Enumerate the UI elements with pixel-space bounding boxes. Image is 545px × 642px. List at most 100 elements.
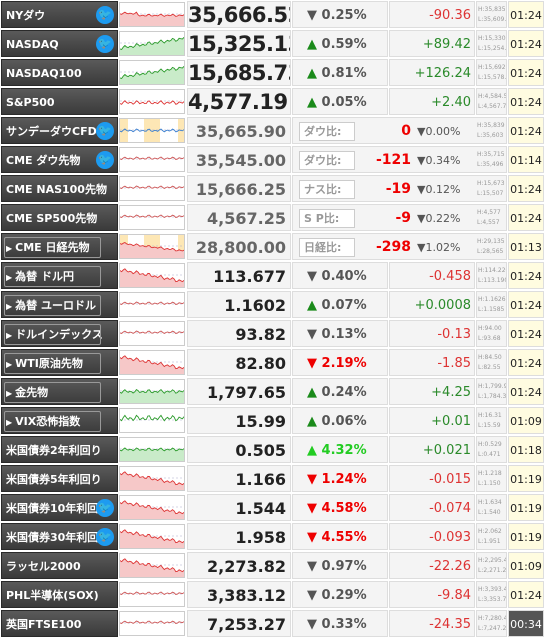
sparkline-chart[interactable] xyxy=(119,495,185,520)
table-row[interactable]: CME SP500先物 4,567.25 S P比: -9 ▼0.22% H:4,577 L… xyxy=(1,204,544,231)
arrow-down-icon: ▼ xyxy=(307,356,317,371)
row-name[interactable]: NYダウ 🐦 xyxy=(1,1,118,28)
table-row[interactable]: NYダウ🐦35,666.52▼ 0.25%-90.36H:35,835.43L:… xyxy=(1,1,544,28)
sparkline-chart[interactable] xyxy=(119,466,185,491)
sparkline-chart[interactable] xyxy=(119,292,185,317)
row-name[interactable]: 米国債券30年利回り 🐦 xyxy=(1,523,118,550)
row-name[interactable]: ▶ 為替 ユーロドル xyxy=(1,291,118,318)
twitter-icon[interactable]: 🐦 xyxy=(96,6,114,24)
twitter-icon[interactable]: 🐦 xyxy=(96,151,114,169)
sparkline-chart[interactable] xyxy=(119,176,185,201)
sparkline-chart[interactable] xyxy=(119,31,185,56)
sparkline-chart[interactable] xyxy=(119,89,185,114)
low-value: L:7,247.25 xyxy=(478,625,507,632)
table-row[interactable]: ▶ CME 日経先物 28,800.00 日経比: -298 ▼1.02% H:29,135… xyxy=(1,233,544,260)
row-name[interactable]: ▶ CME 日経先物 xyxy=(1,233,118,260)
row-name[interactable]: ラッセル2000 xyxy=(1,552,118,579)
table-row[interactable]: ▶金先物 1,797.65 ▲ 0.24% +4.25 H:1,799.90 L:1,78… xyxy=(1,378,544,405)
low-value: L:35,609.29 xyxy=(478,16,507,23)
row-name[interactable]: 英国FTSE100 xyxy=(1,610,118,637)
price-cell: 15,666.25 xyxy=(187,175,291,202)
twitter-icon[interactable]: 🐦 xyxy=(96,499,114,517)
row-name[interactable]: PHL半導体(SOX) xyxy=(1,581,118,608)
sparkline-chart[interactable] xyxy=(119,321,185,346)
table-row[interactable]: 米国債券30年利回り 🐦 1.958 ▼ 4.55% -0.093 H:2.062 L:1.… xyxy=(1,523,544,550)
arrow-down-icon: ▼ xyxy=(307,501,317,516)
change-value: +126.24 xyxy=(414,66,471,81)
price-value: 1.1602 xyxy=(224,296,286,315)
sparkline-chart[interactable] xyxy=(119,524,185,549)
sparkline-chart[interactable] xyxy=(119,437,185,462)
sparkline-chart[interactable] xyxy=(119,2,185,27)
time-value: 01:24 xyxy=(510,589,542,602)
price-value: 93.82 xyxy=(235,325,286,344)
table-row[interactable]: ▶ 為替 ユーロドル 1.1602 ▲ 0.07% +0.0008 H:1.1626 L:1… xyxy=(1,291,544,318)
row-name[interactable]: NASDAQ 🐦 xyxy=(1,30,118,57)
row-name[interactable]: 米国債券10年利回り 🐦 xyxy=(1,494,118,521)
table-row[interactable]: 米国債券5年利回り 1.166 ▼ 1.24% -0.015 H:1.218 L:1.15… xyxy=(1,465,544,492)
high-low: H:1.218 L:1.150 xyxy=(476,465,507,492)
table-row[interactable]: 英国FTSE100 7,253.27 ▼ 0.33% -24.35 H:7,280.45… xyxy=(1,610,544,637)
price-cell: 1.1602 xyxy=(187,291,291,318)
row-name[interactable]: S&P500 xyxy=(1,88,118,115)
table-row[interactable]: 米国債券10年利回り 🐦 1.544 ▼ 4.58% -0.074 H:1.634 L:1.… xyxy=(1,494,544,521)
row-name[interactable]: ▶ ドルインデックス xyxy=(1,320,118,347)
table-row[interactable]: ▶ ドルインデックス 93.82 ▼ 0.13% -0.13 H:94.00 L:93.68… xyxy=(1,320,544,347)
row-name[interactable]: CME ダウ先物 🐦 xyxy=(1,146,118,173)
sparkline-chart[interactable] xyxy=(119,408,185,433)
sparkline-chart[interactable] xyxy=(119,582,185,607)
sparkline-chart[interactable] xyxy=(119,205,185,230)
sparkline-chart[interactable] xyxy=(119,234,185,259)
sparkline-chart[interactable] xyxy=(119,553,185,578)
sparkline-chart[interactable] xyxy=(119,611,185,636)
price-cell: 0.505 xyxy=(187,436,291,463)
sparkline-chart[interactable] xyxy=(119,350,185,375)
time-value: 01:24 xyxy=(510,270,542,283)
table-row[interactable]: NASDAQ100 15,685.73 ▲ 0.81% +126.24 H:15,692… xyxy=(1,59,544,86)
high-value: H:15,330.46 xyxy=(478,35,506,42)
table-row[interactable]: サンデーダウCFD 🐦 35,665.90 ダウ比: 0 ▼0.00% H:35,839 L:… xyxy=(1,117,544,144)
caret-right-icon: ▶ xyxy=(6,331,13,340)
sparkline-chart[interactable] xyxy=(119,147,185,172)
table-row[interactable]: NASDAQ🐦15,325.13▲ 0.59%+89.42H:15,330.46… xyxy=(1,30,544,57)
table-row[interactable]: CME NAS100先物 15,666.25 ナス比: -19 ▼0.12% H:15,6… xyxy=(1,175,544,202)
price-cell: 7,253.27 xyxy=(187,610,291,637)
table-row[interactable]: ラッセル2000 2,273.82 ▼ 0.97% -22.26 H:2,295.45 L… xyxy=(1,552,544,579)
percent-cell: ▼ 0.97% xyxy=(292,552,388,579)
price-value: 28,800.00 xyxy=(195,238,286,257)
row-name[interactable]: ▶ WTI原油先物 xyxy=(1,349,118,376)
table-row[interactable]: PHL半導体(SOX) 3,383.12 ▼ 0.29% -9.84 H:3,393.4… xyxy=(1,581,544,608)
time-value: 01:24 xyxy=(510,386,542,399)
table-row[interactable]: ▶ WTI原油先物 82.80 ▼ 2.19% -1.85 H:84.50 L:82.55 0… xyxy=(1,349,544,376)
row-name[interactable]: 米国債券5年利回り xyxy=(1,465,118,492)
caret-right-icon: ▶ xyxy=(6,273,13,282)
change-cell: +0.021 xyxy=(389,436,475,463)
row-name[interactable]: CME SP500先物 xyxy=(1,204,118,231)
arrow-up-icon: ▲ xyxy=(307,95,317,110)
row-name[interactable]: CME NAS100先物 xyxy=(1,175,118,202)
row-name[interactable]: サンデーダウCFD 🐦 xyxy=(1,117,118,144)
twitter-icon[interactable]: 🐦 xyxy=(96,122,114,140)
low-value: L:1.540 xyxy=(478,509,501,516)
row-name[interactable]: NASDAQ100 xyxy=(1,59,118,86)
twitter-icon[interactable]: 🐦 xyxy=(96,528,114,546)
row-name[interactable]: 米国債券2年利回り xyxy=(1,436,118,463)
price-cell: 82.80 xyxy=(187,349,291,376)
table-row[interactable]: CME ダウ先物 🐦 35,545.00 ダウ比: -121 ▼0.34% H:35,715… xyxy=(1,146,544,173)
row-name[interactable]: ▶ VIX恐怖指数 xyxy=(1,407,118,434)
table-row[interactable]: 米国債券2年利回り 0.505 ▲ 4.32% +0.021 H:0.529 L:0.47… xyxy=(1,436,544,463)
table-row[interactable]: ▶ VIX恐怖指数 15.99 ▲ 0.06% +0.01 H:16.31 L:15.59 0… xyxy=(1,407,544,434)
row-name[interactable]: ▶ 金先物 xyxy=(1,378,118,405)
sparkline-chart[interactable] xyxy=(119,118,185,143)
high-value: H:4,577 xyxy=(477,209,501,216)
table-row[interactable]: ▶ 為替 ドル円 113.677 ▼ 0.40% -0.458 H:114.220 L:11… xyxy=(1,262,544,289)
row-name[interactable]: ▶ 為替 ドル円 xyxy=(1,262,118,289)
high-low: H:94.00 L:93.68 xyxy=(476,320,507,347)
sparkline-chart[interactable] xyxy=(119,263,185,288)
sparkline-chart[interactable] xyxy=(119,60,185,85)
twitter-icon[interactable]: 🐦 xyxy=(96,35,114,53)
low-value: L:15.59 xyxy=(478,422,501,429)
sparkline-chart[interactable] xyxy=(119,379,185,404)
change-value: -9.84 xyxy=(437,588,471,603)
